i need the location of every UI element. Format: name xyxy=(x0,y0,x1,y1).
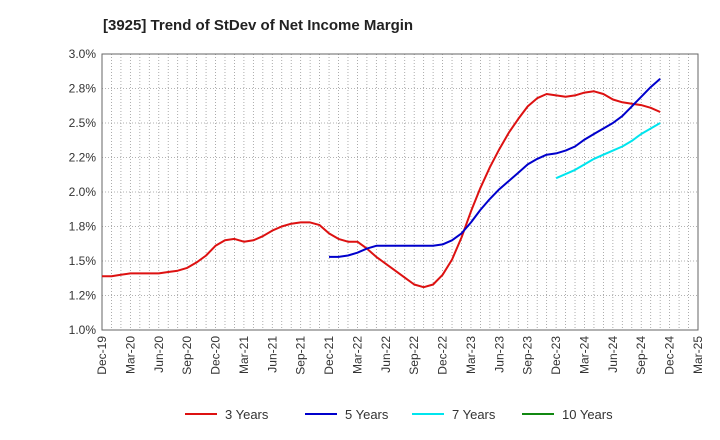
x-tick-label: Jun-23 xyxy=(492,336,506,373)
legend: 3 Years 5 Years 7 Years 10 Years xyxy=(185,407,613,422)
y-tick-label: 1.2% xyxy=(69,289,97,303)
y-tick-label: 2.5% xyxy=(69,116,97,130)
series-line-5-years xyxy=(329,78,661,258)
x-tick-label: Mar-24 xyxy=(577,336,591,374)
x-tick-label: Jun-20 xyxy=(152,336,166,373)
x-tick-label: Jun-22 xyxy=(379,336,393,373)
x-tick-label: Dec-21 xyxy=(322,336,336,375)
x-tick-label: Sep-22 xyxy=(407,336,421,375)
legend-label: 7 Years xyxy=(452,407,496,422)
series-lines xyxy=(102,78,661,289)
y-tick-label: 1.0% xyxy=(69,323,97,337)
x-tick-label: Dec-19 xyxy=(95,336,109,375)
legend-label: 5 Years xyxy=(345,407,389,422)
x-tick-label: Mar-22 xyxy=(350,336,364,374)
series-line-7-years xyxy=(555,122,661,180)
x-tick-label: Sep-24 xyxy=(634,336,648,375)
x-tick-label: Dec-24 xyxy=(663,336,677,375)
y-tick-label: 1.5% xyxy=(69,254,97,268)
x-axis: Dec-19 Mar-20 Jun-20 Sep-20 Dec-20 Mar-21 Jun-… xyxy=(95,336,705,375)
y-axis: 1.0% 1.2% 1.5% 1.8% 2.0% 2.2% 2.5% 2.8% 3.0% xyxy=(69,47,97,337)
y-tick-label: 2.8% xyxy=(69,82,97,96)
x-tick-label: Mar-21 xyxy=(237,336,251,374)
x-tick-label: Sep-23 xyxy=(521,336,535,375)
x-tick-label: Mar-20 xyxy=(123,336,137,374)
plot-area xyxy=(101,53,699,331)
series-line-3-years xyxy=(102,90,661,289)
y-tick-label: 1.8% xyxy=(69,220,97,234)
x-tick-label: Sep-20 xyxy=(180,336,194,375)
legend-label: 10 Years xyxy=(562,407,613,422)
x-tick-label: Mar-25 xyxy=(691,336,705,374)
grid xyxy=(102,54,698,330)
y-tick-label: 2.2% xyxy=(69,151,97,165)
y-tick-label: 2.0% xyxy=(69,185,97,199)
x-tick-label: Dec-20 xyxy=(209,336,223,375)
chart-title: [3925] Trend of StDev of Net Income Marg… xyxy=(103,17,413,34)
x-tick-label: Jun-24 xyxy=(606,336,620,373)
x-tick-label: Sep-21 xyxy=(294,336,308,375)
x-tick-label: Dec-22 xyxy=(436,336,450,375)
legend-label: 3 Years xyxy=(225,407,269,422)
y-tick-label: 3.0% xyxy=(69,47,97,61)
x-tick-label: Mar-23 xyxy=(464,336,478,374)
x-tick-label: Jun-21 xyxy=(265,336,279,373)
x-tick-label: Dec-23 xyxy=(549,336,563,375)
